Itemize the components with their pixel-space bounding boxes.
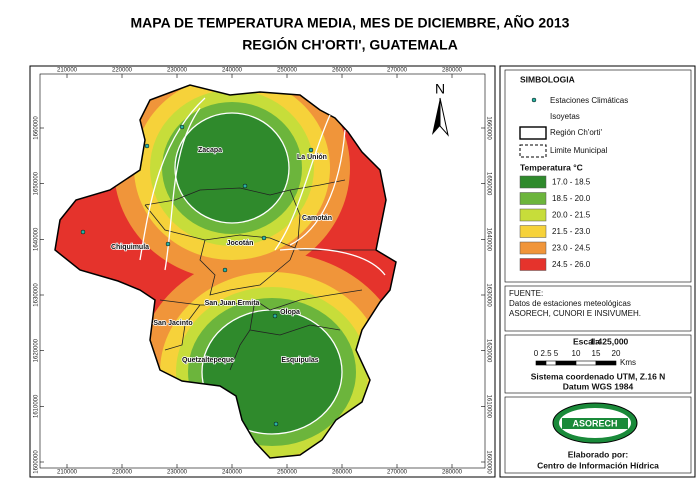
class-label: 23.0 - 24.5 [552,244,591,253]
place-label: La Unión [297,154,327,161]
scale-tick-label: 5 [554,349,559,358]
class-swatch [519,175,547,189]
credits-org: Centro de Información Hídrica [537,460,659,470]
x-tick-label: 270000 [387,470,408,476]
x-tick-label: 210000 [57,470,78,476]
x-tick-label: 260000 [332,68,353,74]
limit-symbol [519,144,547,158]
x-tick-label: 260000 [332,470,353,476]
y-tick-label: 1650000 [34,171,40,195]
y-tick-label: 1660000 [34,116,40,140]
x-tick-label: 250000 [277,68,298,74]
class-label: 17.0 - 18.5 [552,178,591,187]
class-swatch [519,241,547,255]
y-tick-label: 1610000 [34,394,40,418]
y-tick-label: 1600000 [34,450,40,474]
y-tick-label: 1620000 [34,338,40,362]
band [174,112,290,224]
y-tick-label: 1610000 [485,395,491,419]
x-tick-label: 280000 [442,470,463,476]
legend-item: Región Ch'orti' [550,128,602,137]
class-swatch [519,225,547,238]
legend-item: Estaciones Climáticas [550,96,628,105]
scale-segment [595,360,617,366]
stations [80,124,314,427]
scale-unit: Kms [620,358,636,367]
coord-system: Sistema coordenado UTM, Z.16 N [531,371,666,381]
region-symbol [519,126,547,140]
place-label: Quetzaltepeque [182,357,234,364]
x-tick-label: 230000 [167,68,188,74]
scale-label: Escala [573,336,600,346]
y-tick-label: 1650000 [485,172,491,196]
y-tick-label: 1630000 [34,283,40,307]
scale-segment [575,360,597,366]
class-swatch [519,258,547,271]
y-tick-label: 1630000 [485,283,491,307]
place-label: Esquipulas [281,357,318,364]
north-label: N [435,81,445,97]
class-label: 20.0 - 21.5 [552,211,591,220]
x-tick-label: 220000 [112,470,133,476]
class-label: 18.5 - 20.0 [552,194,591,203]
scale-segment [545,360,557,366]
scale-value: 1:425,000 [590,336,629,346]
legend-title: SIMBOLOGIA [520,74,575,84]
scale-tick-label: 2.5 [540,349,552,358]
north-arrow: N [432,81,449,137]
place-label: San Jacinto [153,320,192,327]
x-tick-label: 220000 [112,68,133,74]
y-tick-label: 1640000 [34,227,40,251]
isoyets [139,97,386,276]
scale-segment [535,360,547,366]
y-tick-label: 1620000 [485,339,491,363]
source-text: ASORECH, CUNORI E INSIVUMEH. [509,309,641,318]
place-label: Camotán [302,215,332,222]
class-label: 24.5 - 26.0 [552,260,591,269]
x-tick-label: 250000 [277,470,298,476]
legend-item: Limite Municipal [550,146,608,155]
datum: Datum WGS 1984 [563,381,634,391]
place-label: San Juan Ermita [205,300,260,307]
x-tick-label: 270000 [387,68,408,74]
class-label: 21.5 - 23.0 [552,227,591,236]
class-swatch [519,192,547,205]
station-symbol [531,97,537,103]
source-text: Datos de estaciones meteológicas [509,299,631,308]
logo-band [562,418,628,429]
legend-subtitle: Temperatura °C [520,162,583,172]
scale-tick-label: 0 [534,349,539,358]
place-label: Olopa [280,309,300,316]
place-label: Jocotán [227,240,254,247]
place-label: Zacapa [198,147,222,154]
x-tick-label: 240000 [222,68,243,74]
place-label: Chiquimula [111,244,149,251]
y-tick-label: 1660000 [485,116,491,140]
x-tick-label: 280000 [442,68,463,74]
credits-label: Elaborado por: [568,449,629,459]
scale-tick-label: 10 [572,349,581,358]
scale-tick-label: 20 [612,349,621,358]
y-tick-label: 1600000 [485,450,491,474]
title: MAPA DE TEMPERATURA MEDIA, MES DE DICIEM… [131,14,570,31]
x-tick-label: 210000 [57,68,78,74]
subtitle: REGIÓN CH'ORTI', GUATEMALA [242,36,458,53]
region-outline [54,84,397,459]
x-tick-label: 230000 [167,470,188,476]
logo-text: ASORECH [572,418,617,428]
scale-segment [555,360,577,366]
municipal-limits [144,179,376,371]
x-tick-label: 240000 [222,470,243,476]
y-tick-label: 1640000 [485,228,491,252]
class-swatch [519,208,547,222]
source-label: FUENTE: [509,289,543,298]
source-box [504,285,692,332]
scale-tick-label: 15 [592,349,601,358]
legend-item: Isoyetas [550,112,580,121]
